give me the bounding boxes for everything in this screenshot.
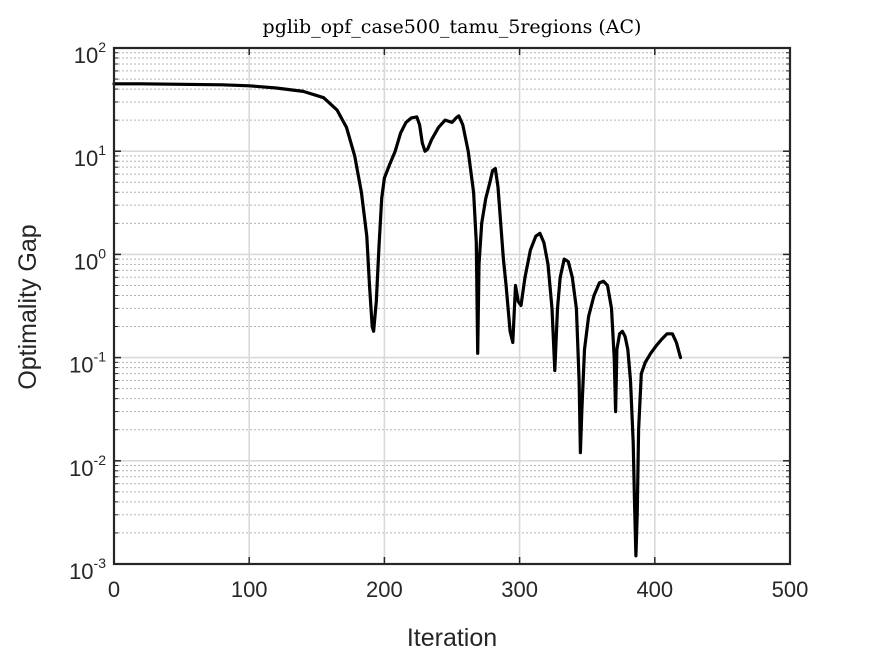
y-tick-labels: 10-3 10-2 10-1 100 101 102 — [69, 39, 106, 584]
series-line — [112, 82, 683, 558]
y-tick-label: 10-1 — [69, 349, 106, 378]
x-tick-label: 400 — [636, 577, 673, 602]
y-axis-label: Optimality Gap — [14, 224, 42, 389]
y-tick-label: 100 — [74, 245, 106, 274]
y-tick-label: 10-3 — [69, 555, 106, 584]
x-tick-label: 0 — [108, 577, 120, 602]
plot-frame — [112, 46, 792, 566]
y-tick-label: 101 — [74, 142, 106, 171]
x-axis-label: Iteration — [407, 624, 497, 652]
y-tick-label: 102 — [74, 39, 106, 68]
chart-title: pglib_opf_case500_tamu_5regions (AC) — [263, 16, 642, 38]
x-tick-label: 100 — [231, 577, 268, 602]
plot-area — [114, 48, 790, 564]
x-tick-label: 300 — [501, 577, 538, 602]
tick-marks — [113, 47, 791, 565]
x-tick-label: 200 — [366, 577, 403, 602]
x-tick-labels: 0 100 200 300 400 500 — [108, 577, 808, 602]
grid — [113, 47, 791, 565]
x-tick-label: 500 — [772, 577, 809, 602]
plot-background — [114, 48, 790, 564]
y-tick-label: 10-2 — [69, 452, 106, 481]
series-group — [112, 82, 683, 558]
